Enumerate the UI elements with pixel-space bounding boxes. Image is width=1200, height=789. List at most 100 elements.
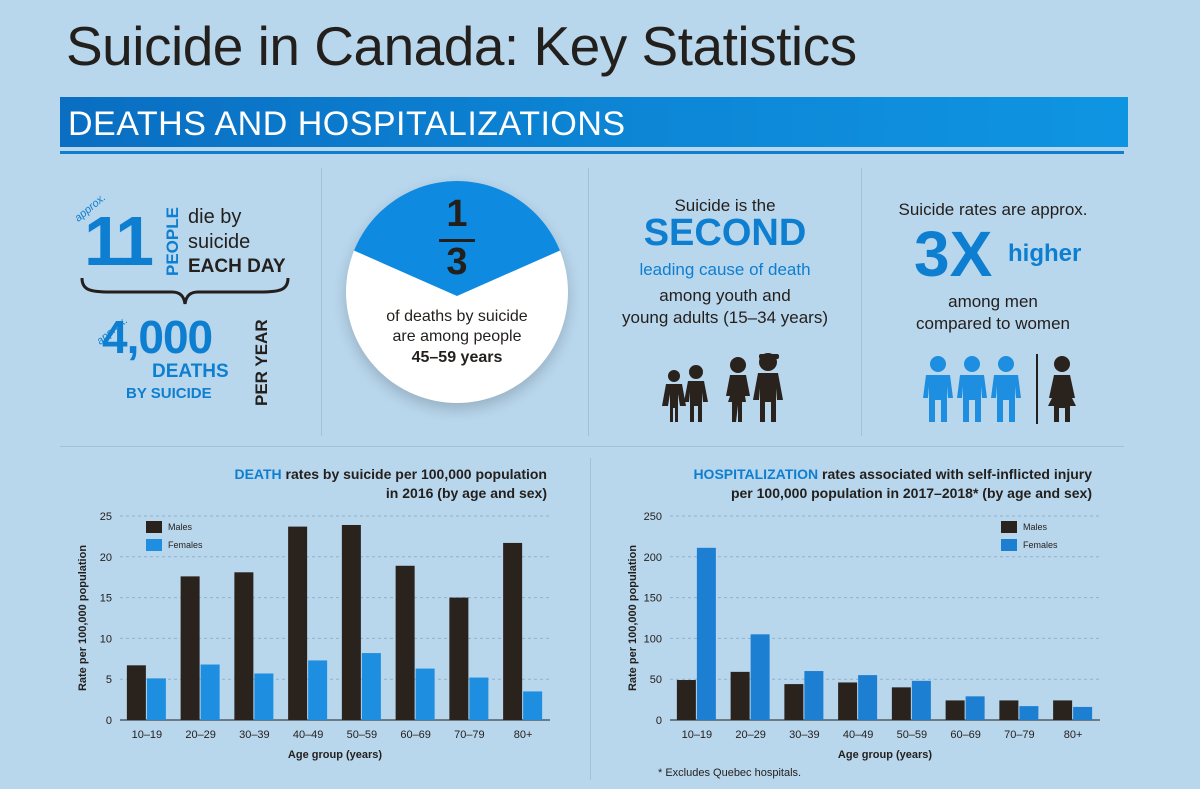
circle-line-2: are among people [392, 328, 522, 345]
brace-icon [80, 277, 290, 305]
deaths-label: DEATHS [152, 361, 229, 382]
bar-males-3 [838, 682, 858, 720]
men-women-icon [923, 354, 1076, 424]
ratio-line-3: compared to women [915, 314, 1071, 333]
bar-females-5 [415, 668, 435, 720]
suicide-text: suicide [188, 231, 251, 253]
ratio-big: 3X [914, 218, 993, 290]
x-tick-label: 50–59 [897, 729, 928, 741]
y-tick-label: 200 [644, 552, 662, 564]
divider [60, 446, 1124, 447]
per-year-label: PER YEAR [252, 319, 271, 406]
bar-females-1 [200, 664, 220, 720]
legend-swatch-males [146, 521, 162, 533]
bar-males-4 [341, 524, 361, 720]
second-intro: Suicide is the [674, 196, 776, 215]
fraction-numerator: 1 [446, 193, 468, 235]
x-axis-title: Age group (years) [288, 749, 382, 761]
chart2-title: HOSPITALIZATION rates associated with se… [693, 466, 1092, 482]
youth-figures-icon [662, 353, 783, 422]
circle-line-1: of deaths by suicide [386, 308, 528, 325]
y-axis-title: Rate per 100,000 population [77, 545, 89, 691]
legend-label-females: Females [168, 540, 203, 550]
fraction-bar [439, 239, 475, 242]
bar-males-4 [891, 687, 911, 720]
x-tick-label: 80+ [1064, 729, 1083, 741]
bar-females-5 [965, 696, 985, 720]
bar-males-7 [503, 542, 523, 720]
each-day-text: EACH DAY [188, 256, 286, 277]
y-tick-label: 15 [100, 593, 112, 605]
fraction-denominator: 3 [446, 241, 468, 283]
bar-males-0 [676, 680, 696, 720]
bar-males-3 [288, 526, 308, 720]
y-tick-label: 250 [644, 511, 662, 523]
bar-males-5 [395, 565, 415, 720]
chart2-title-line2: per 100,000 population in 2017–2018* (by… [730, 485, 1092, 501]
bar-females-0 [146, 678, 166, 720]
y-tick-label: 0 [106, 715, 112, 727]
ratio-intro: Suicide rates are approx. [898, 200, 1088, 219]
x-tick-label: 40–49 [843, 729, 874, 741]
panel-leading-cause: Suicide is the SECOND leading cause of d… [590, 168, 860, 438]
x-tick-label: 30–39 [239, 729, 270, 741]
x-tick-label: 70–79 [454, 729, 485, 741]
bar-males-1 [730, 671, 750, 720]
divider [321, 168, 322, 436]
x-tick-label: 60–69 [400, 729, 431, 741]
yearly-count: 4,000 [102, 311, 213, 363]
y-tick-label: 5 [106, 674, 112, 686]
chart2-title-highlight: HOSPITALIZATION [693, 466, 819, 482]
x-tick-label: 10–19 [132, 729, 163, 741]
y-axis-title: Rate per 100,000 population [627, 545, 639, 691]
bar-females-6 [1019, 706, 1039, 720]
bar-females-2 [804, 671, 824, 720]
y-tick-label: 150 [644, 593, 662, 605]
y-tick-label: 10 [100, 633, 112, 645]
x-tick-label: 60–69 [950, 729, 981, 741]
legend-label-males: Males [1023, 522, 1048, 532]
x-tick-label: 20–29 [735, 729, 766, 741]
chart1-title-rest: rates by suicide per 100,000 population [281, 466, 547, 482]
chart2-footnote: * Excludes Quebec hospitals. [658, 767, 802, 779]
daily-count: 11 [84, 202, 154, 280]
bar-females-4 [911, 680, 931, 720]
legend-swatch-females [1001, 539, 1017, 551]
divider [590, 458, 591, 780]
section-banner: DEATHS AND HOSPITALIZATIONS [60, 97, 1128, 147]
chart1-title-line2: in 2016 (by age and sex) [385, 485, 547, 501]
divider [861, 168, 862, 436]
bar-females-6 [469, 677, 489, 720]
bar-females-3 [858, 675, 878, 720]
y-tick-label: 100 [644, 633, 662, 645]
page-title: Suicide in Canada: Key Statistics [66, 15, 857, 77]
fraction-circle: 1 3 of deaths by suicide are among peopl… [346, 181, 568, 403]
legend-label-males: Males [168, 522, 193, 532]
banner-underline [60, 151, 1124, 154]
ratio-line-2: among men [948, 292, 1038, 311]
divider [588, 168, 589, 436]
bar-males-1 [180, 576, 200, 720]
x-tick-label: 50–59 [347, 729, 378, 741]
bar-females-2 [254, 673, 274, 720]
hospitalization-rates-chart: 0 50 100 150 200 250 10–19 20–29 30–39 40–49 50–59… [627, 511, 1100, 761]
y-tick-label: 20 [100, 552, 112, 564]
ratio-higher: higher [1008, 240, 1082, 267]
x-tick-label: 20–29 [185, 729, 216, 741]
x-tick-label: 10–19 [682, 729, 713, 741]
by-suicide-label: BY SUICIDE [126, 385, 212, 402]
bar-females-4 [361, 653, 381, 720]
bar-males-6 [999, 700, 1019, 720]
bar-females-7 [523, 691, 543, 720]
circle-line-3: 45–59 years [411, 349, 503, 366]
x-tick-label: 80+ [514, 729, 533, 741]
x-tick-label: 30–39 [789, 729, 820, 741]
x-axis-title: Age group (years) [838, 749, 932, 761]
people-label: PEOPLE [163, 207, 182, 276]
bar-females-7 [1073, 706, 1093, 720]
chart1-title-highlight: DEATH [234, 466, 282, 482]
second-line-3: among youth and [659, 286, 791, 305]
legend-label-females: Females [1023, 540, 1058, 550]
y-tick-label: 50 [650, 674, 662, 686]
legend-swatch-females [146, 539, 162, 551]
